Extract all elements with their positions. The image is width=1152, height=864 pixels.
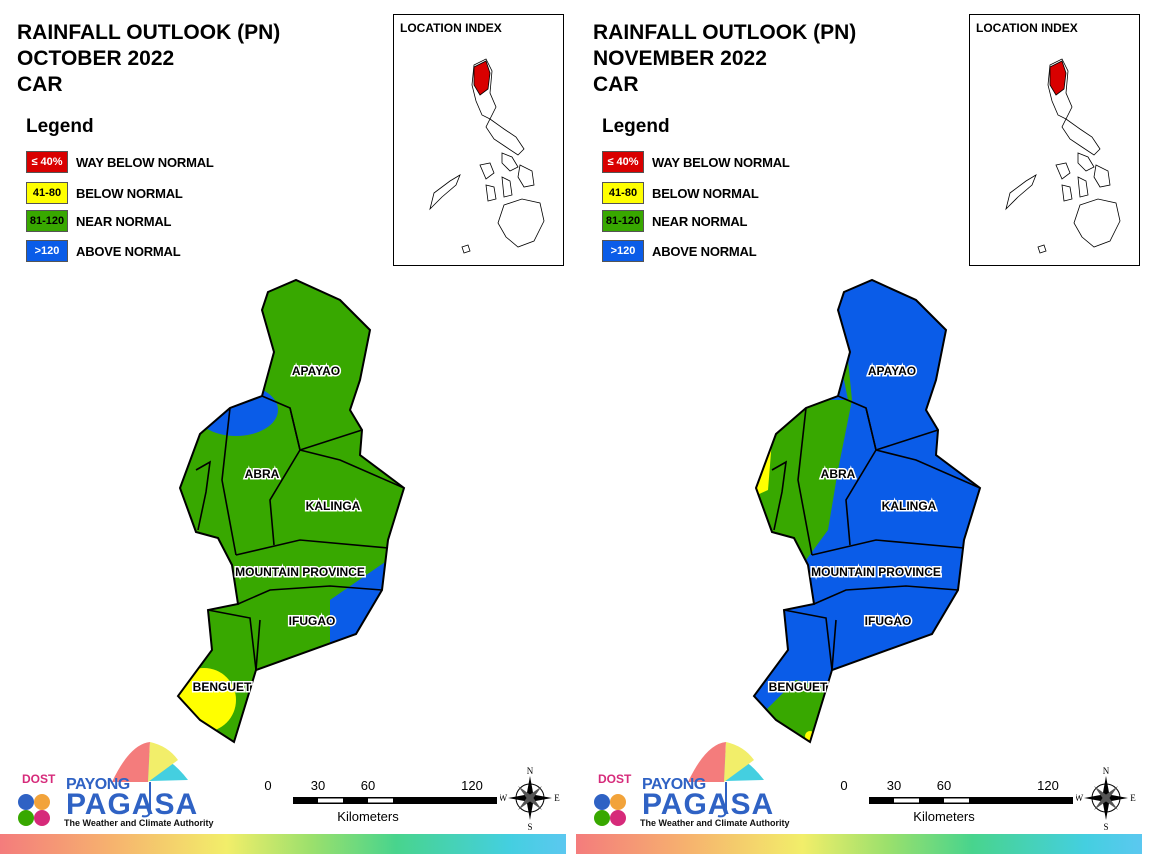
legend-swatch: 41-80	[26, 182, 68, 204]
compass-n: N	[527, 766, 534, 776]
logo-dost: DOST	[22, 772, 56, 786]
legend-item-near-normal: 81-120 NEAR NORMAL	[602, 210, 747, 232]
november-outlook-panel: RAINFALL OUTLOOK (PN) NOVEMBER 2022 CAR …	[576, 0, 1152, 864]
province-label-apayao: APAYAO	[292, 364, 340, 378]
title-line-1: RAINFALL OUTLOOK (PN)	[593, 21, 857, 44]
logo-tagline: The Weather and Climate Authority	[64, 818, 214, 828]
scale-tick: 120	[1037, 778, 1059, 793]
october-outlook-panel: RAINFALL OUTLOOK (PN) OCTOBER 2022 CAR L…	[0, 14, 566, 854]
legend-item-way-below-normal: ≤ 40% WAY BELOW NORMAL	[26, 151, 214, 173]
scale-bar-graphic	[869, 797, 1073, 804]
location-index-inset: LOCATION INDEX	[969, 14, 1140, 266]
legend-label: ABOVE NORMAL	[652, 243, 757, 259]
compass-w: W	[500, 793, 508, 803]
scale-tick: 0	[840, 778, 848, 793]
logo-dost: DOST	[598, 772, 632, 786]
legend-label: BELOW NORMAL	[76, 185, 183, 201]
legend-item-way-below-normal: ≤ 40% WAY BELOW NORMAL	[602, 151, 790, 173]
legend-swatch: ≤ 40%	[602, 151, 644, 173]
province-label-abra: ABRA	[821, 467, 856, 481]
car-province-map: APAYAO ABRA KALINGA MOUNTAIN PROVINCE IF…	[176, 278, 406, 744]
scale-unit: Kilometers	[337, 809, 399, 824]
compass-s: S	[527, 822, 532, 832]
compass-rose-icon: N S E W	[1076, 766, 1136, 832]
scale-bar-graphic	[293, 797, 497, 804]
scale-unit: Kilometers	[913, 809, 975, 824]
scale-bar: 0 30 60 120 Kilometers	[264, 778, 498, 828]
scale-tick: 120	[461, 778, 483, 793]
color-footer-bar	[576, 834, 1142, 854]
scale-tick: 30	[886, 778, 902, 793]
scale-tick: 60	[360, 778, 376, 793]
province-label-benguet: BENGUET	[769, 680, 828, 694]
inset-title: LOCATION INDEX	[400, 21, 502, 35]
legend-label: NEAR NORMAL	[76, 213, 172, 229]
title-line-1: RAINFALL OUTLOOK (PN)	[17, 21, 281, 44]
legend-swatch: 41-80	[602, 182, 644, 204]
compass-n: N	[1103, 766, 1110, 776]
legend-label: BELOW NORMAL	[652, 185, 759, 201]
legend-item-above-normal: >120 ABOVE NORMAL	[26, 240, 181, 262]
compass-rose-icon: N S E W	[500, 766, 560, 832]
umbrella-icon	[594, 742, 764, 826]
legend-item-below-normal: 41-80 BELOW NORMAL	[602, 182, 759, 204]
legend-title: Legend	[26, 116, 94, 137]
scale-bar: 0 30 60 120 Kilometers	[840, 778, 1074, 828]
map-title: RAINFALL OUTLOOK (PN) NOVEMBER 2022 CAR	[593, 20, 856, 98]
title-line-month: OCTOBER 2022	[17, 47, 175, 70]
legend-item-above-normal: >120 ABOVE NORMAL	[602, 240, 757, 262]
logo-payong: PAYONG	[642, 776, 706, 793]
legend-swatch: 81-120	[602, 210, 644, 232]
legend-label: WAY BELOW NORMAL	[76, 154, 214, 170]
compass-w: W	[1076, 793, 1084, 803]
philippines-outline-map	[429, 58, 545, 254]
province-label-abra: ABRA	[245, 467, 280, 481]
title-line-month: NOVEMBER 2022	[593, 47, 767, 70]
legend-swatch: >120	[26, 240, 68, 262]
logo-tagline: The Weather and Climate Authority	[640, 818, 790, 828]
province-label-ifugao: IFUGAO	[865, 614, 912, 628]
province-label-mountain-province: MOUNTAIN PROVINCE	[235, 565, 365, 579]
province-label-mountain-province: MOUNTAIN PROVINCE	[811, 565, 941, 579]
legend-swatch: 81-120	[26, 210, 68, 232]
legend-title: Legend	[602, 116, 670, 137]
inset-title: LOCATION INDEX	[976, 21, 1078, 35]
map-title: RAINFALL OUTLOOK (PN) OCTOBER 2022 CAR	[17, 20, 280, 98]
scale-tick: 0	[264, 778, 272, 793]
scale-tick: 30	[310, 778, 326, 793]
scale-tick: 60	[936, 778, 952, 793]
province-label-apayao: APAYAO	[868, 364, 916, 378]
compass-e: E	[1130, 793, 1136, 803]
car-highlight	[1049, 60, 1067, 96]
car-highlight	[473, 60, 491, 96]
compass-e: E	[554, 793, 560, 803]
legend-label: NEAR NORMAL	[652, 213, 748, 229]
car-province-map: APAYAO ABRA KALINGA MOUNTAIN PROVINCE IF…	[752, 278, 982, 744]
color-footer-bar	[0, 834, 566, 854]
legend-label: WAY BELOW NORMAL	[652, 154, 790, 170]
province-label-kalinga: KALINGA	[306, 499, 361, 513]
location-index-inset: LOCATION INDEX	[393, 14, 564, 266]
legend-swatch: ≤ 40%	[26, 151, 68, 173]
logo-pagasa: PAGASA	[66, 788, 199, 821]
legend-label: ABOVE NORMAL	[76, 243, 181, 259]
logo-payong: PAYONG	[66, 776, 130, 793]
umbrella-icon	[18, 742, 188, 826]
pagasa-logo: DOST PAYONG PAGASA The Weather and Clima…	[594, 740, 794, 830]
title-line-region: CAR	[593, 73, 639, 96]
legend-swatch: >120	[602, 240, 644, 262]
legend-item-below-normal: 41-80 BELOW NORMAL	[26, 182, 183, 204]
province-label-benguet: BENGUET	[193, 680, 252, 694]
legend-item-near-normal: 81-120 NEAR NORMAL	[26, 210, 171, 232]
compass-s: S	[1103, 822, 1108, 832]
province-label-kalinga: KALINGA	[882, 499, 937, 513]
philippines-outline-map	[1005, 58, 1121, 254]
logo-pagasa: PAGASA	[642, 788, 775, 821]
title-line-region: CAR	[17, 73, 63, 96]
province-label-ifugao: IFUGAO	[289, 614, 336, 628]
pagasa-logo: DOST PAYONG PAGASA The Weather and Clima…	[18, 740, 218, 830]
